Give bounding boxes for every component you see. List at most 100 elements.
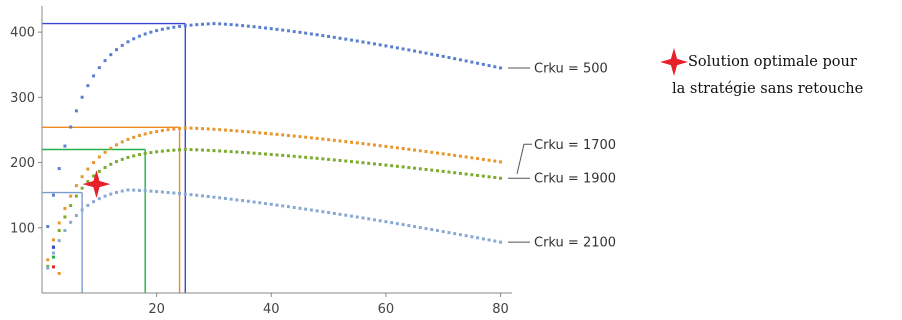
data-point	[166, 149, 170, 153]
data-point	[298, 155, 302, 159]
data-point	[69, 194, 73, 198]
data-point	[269, 132, 273, 136]
data-point	[390, 164, 394, 168]
data-point	[80, 95, 84, 99]
data-point	[195, 148, 199, 152]
data-point	[155, 150, 159, 154]
data-point	[361, 216, 365, 220]
data-point	[51, 251, 55, 255]
data-point	[493, 159, 497, 163]
data-point	[355, 215, 359, 219]
data-point	[361, 40, 365, 44]
data-point	[327, 138, 331, 142]
data-point	[229, 197, 233, 201]
data-point	[172, 148, 176, 152]
data-point	[481, 157, 485, 161]
data-point	[281, 204, 285, 208]
data-point	[350, 214, 354, 218]
data-point	[481, 174, 485, 178]
data-point	[390, 221, 394, 225]
axes	[41, 6, 512, 294]
data-point	[195, 193, 199, 197]
data-point	[315, 136, 319, 140]
data-point	[281, 153, 285, 157]
y-tick-label: 100	[10, 221, 35, 236]
axis-ticks: 20 40 60 80 100 200 300 400	[10, 26, 509, 317]
data-point	[435, 169, 439, 173]
data-point	[92, 200, 96, 204]
data-point	[223, 149, 227, 153]
data-point	[344, 37, 348, 41]
data-point	[120, 43, 124, 47]
series-label: Crku = 1700	[534, 138, 616, 153]
data-point	[86, 167, 90, 171]
data-point	[149, 131, 153, 135]
data-point	[435, 229, 439, 233]
data-point	[246, 24, 250, 28]
data-point	[476, 173, 480, 177]
data-point	[160, 27, 164, 31]
data-point	[424, 227, 428, 231]
data-point	[132, 188, 136, 192]
data-point	[51, 193, 55, 197]
data-point	[344, 140, 348, 144]
data-point	[86, 203, 90, 207]
data-point	[115, 48, 119, 52]
series-label: Crku = 1900	[534, 172, 616, 187]
data-point	[355, 141, 359, 145]
data-point	[206, 148, 210, 152]
data-point	[86, 84, 90, 88]
data-point	[80, 175, 84, 179]
data-point	[338, 139, 342, 143]
data-point	[120, 140, 124, 144]
data-point	[372, 143, 376, 147]
data-point	[269, 202, 273, 206]
data-point	[470, 173, 474, 177]
data-point	[149, 189, 153, 193]
data-point	[424, 150, 428, 154]
data-point	[286, 133, 290, 137]
x-tick-label: 80	[492, 302, 509, 317]
data-point	[476, 236, 480, 240]
data-point	[487, 64, 491, 68]
data-point	[441, 54, 445, 58]
data-point	[115, 143, 119, 147]
data-point	[458, 233, 462, 237]
data-point	[378, 43, 382, 47]
data-point	[361, 142, 365, 146]
data-point	[103, 59, 107, 63]
data-point	[464, 59, 468, 63]
data-point	[223, 128, 227, 132]
data-point	[413, 166, 417, 170]
data-point	[92, 161, 96, 165]
data-point	[309, 156, 313, 160]
data-point	[264, 202, 268, 206]
data-point	[178, 24, 182, 28]
data-point	[298, 135, 302, 139]
data-point	[292, 205, 296, 209]
data-point	[344, 159, 348, 163]
data-point	[304, 135, 308, 139]
optimum-reference-lines	[42, 22, 186, 293]
data-point	[183, 148, 187, 151]
data-point	[269, 27, 273, 31]
data-point	[372, 42, 376, 46]
data-point	[63, 229, 67, 233]
data-point	[80, 208, 84, 212]
data-point	[212, 195, 216, 199]
data-point	[69, 125, 73, 129]
data-point	[258, 152, 262, 156]
data-point	[481, 237, 485, 241]
data-point	[269, 152, 273, 156]
legend-text-line1: Solution optimale pour	[688, 54, 857, 70]
data-point	[92, 174, 96, 178]
data-point	[453, 57, 457, 61]
data-point	[453, 232, 457, 236]
data-point	[424, 167, 428, 171]
data-point	[212, 149, 216, 153]
data-point	[172, 191, 176, 195]
data-point	[435, 53, 439, 57]
data-point	[401, 165, 405, 169]
data-point	[109, 146, 113, 150]
